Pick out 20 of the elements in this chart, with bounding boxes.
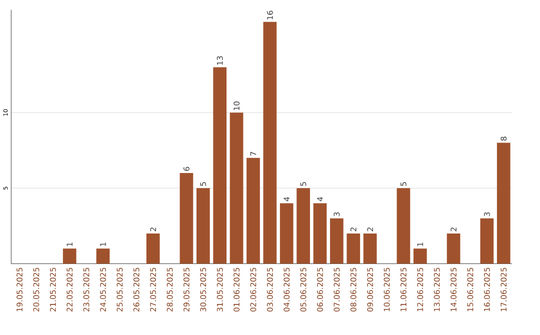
bar: [230, 112, 244, 264]
bar: [346, 234, 360, 264]
bar: [146, 234, 160, 264]
bar: [213, 67, 227, 264]
bar: [363, 234, 377, 264]
bar: [62, 248, 76, 264]
bar: [413, 248, 427, 264]
bar: [296, 188, 310, 264]
bar: [496, 143, 510, 264]
bar: [446, 234, 460, 264]
bar: [180, 173, 194, 264]
bar: [96, 248, 110, 264]
bar: [263, 22, 277, 264]
bar: [330, 218, 344, 264]
bar: [246, 158, 260, 264]
bar: [313, 203, 327, 264]
bar: [196, 188, 210, 264]
bar: [396, 188, 410, 264]
bar: [280, 203, 294, 264]
bar: [480, 218, 494, 264]
